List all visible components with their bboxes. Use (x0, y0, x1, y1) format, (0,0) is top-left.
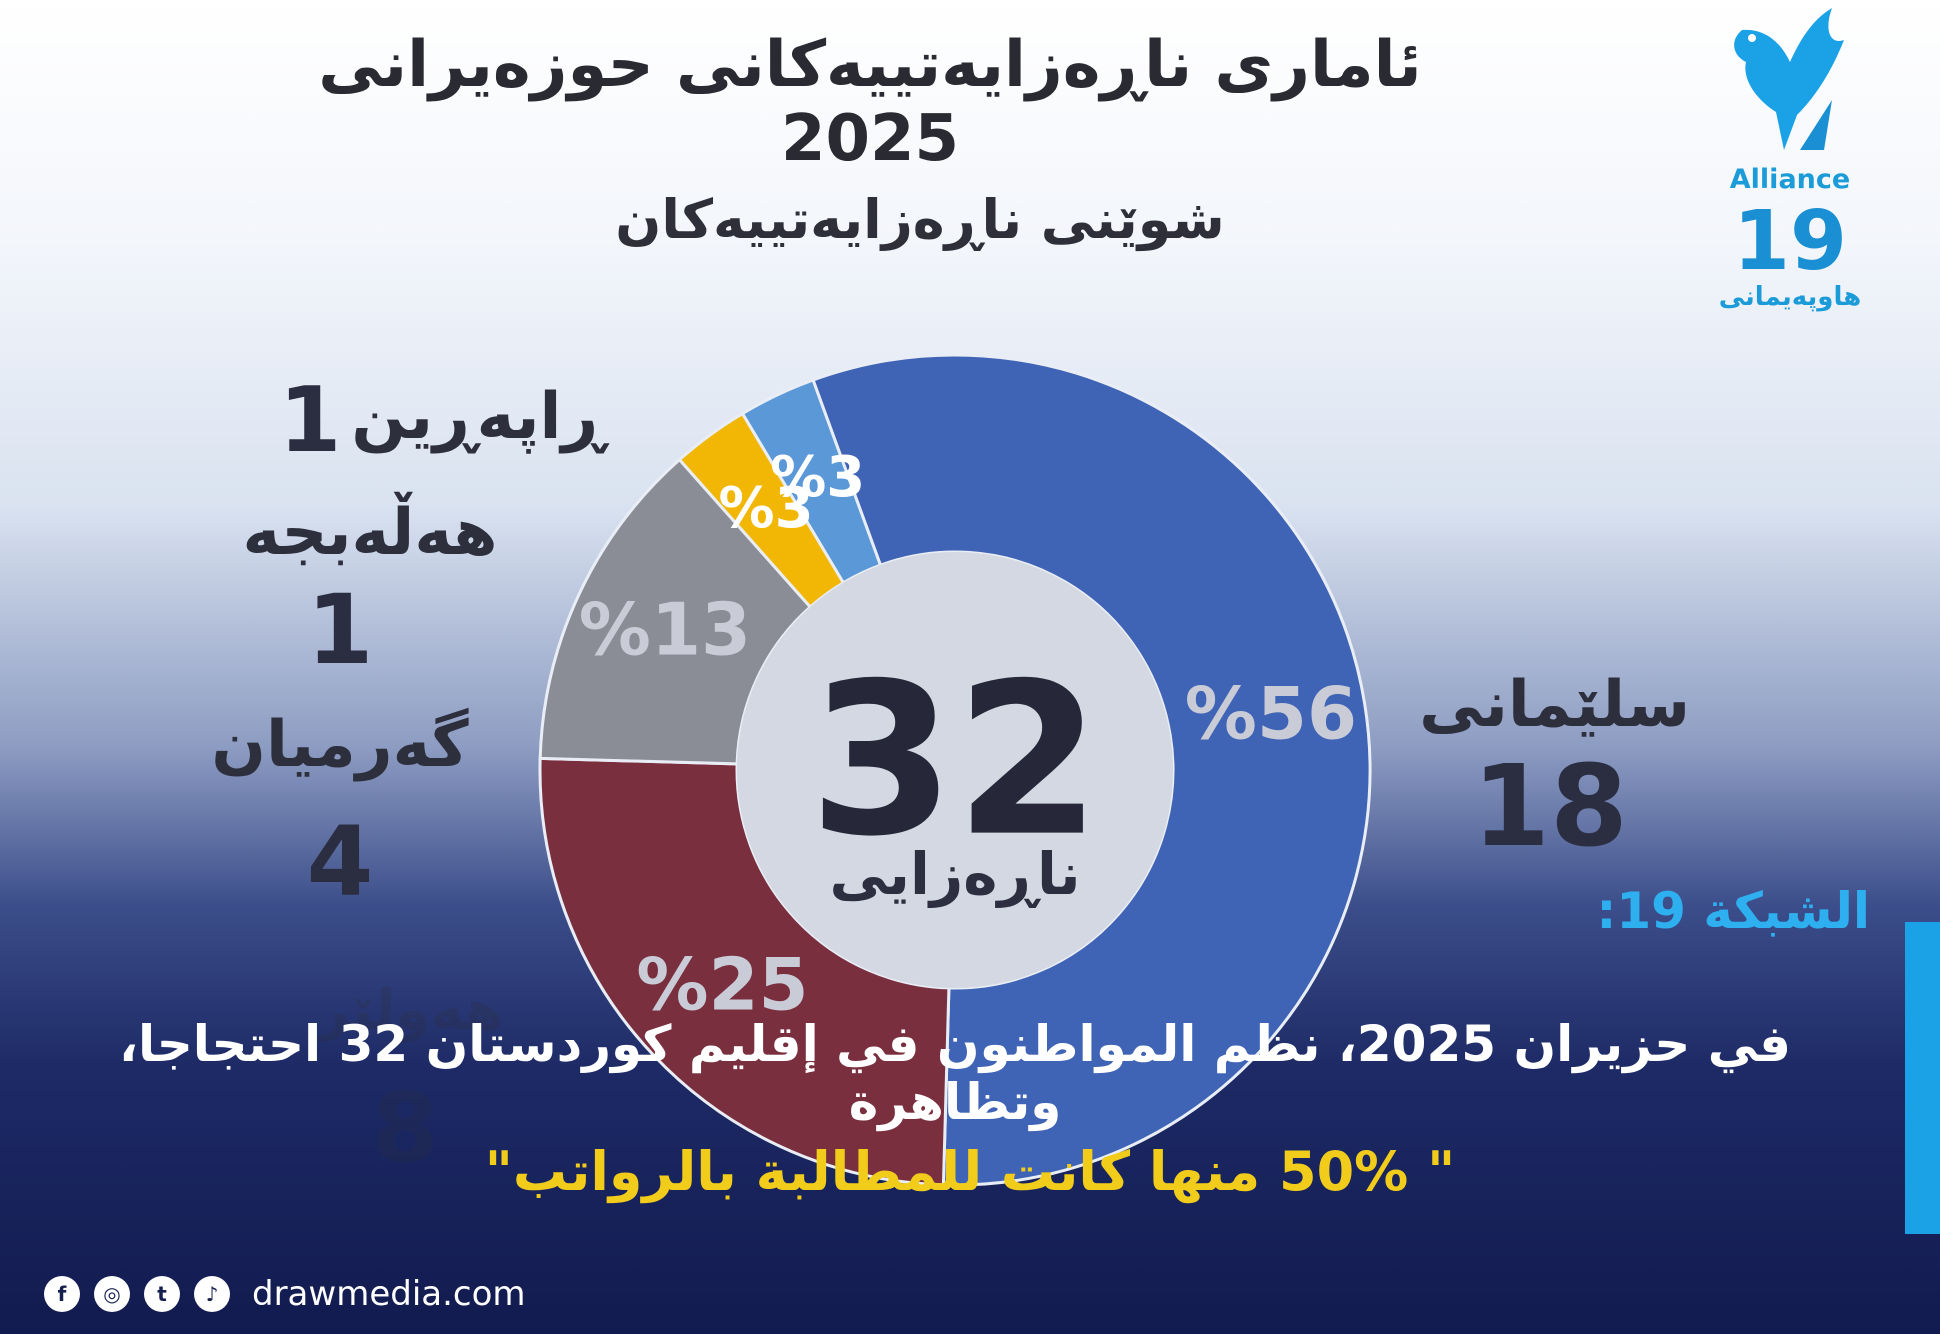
donut-chart: %56 %25 %13 %3%3 32 ناڕەزایی (538, 353, 1372, 1187)
city-label-garmiyan: گەرمیان (211, 708, 469, 782)
city-count-erbil: 8 (371, 1072, 439, 1184)
dove-logo-icon (1734, 8, 1844, 150)
city-count-sulaymaniyah: 18 (1472, 742, 1628, 872)
tiktok-icon[interactable]: ♪ (194, 1276, 230, 1312)
news-headline: في حزيران 2025، نظم المواطنون في إقليم ك… (118, 1015, 1792, 1131)
total-value: 32 (809, 638, 1101, 883)
slice-percent-erbil: %25 (636, 942, 808, 1026)
donut-center (737, 552, 1173, 988)
city-count-halabja: 1 (306, 574, 374, 686)
city-label-raparin: ڕاپەڕین (351, 380, 605, 454)
brand-name: Alliance (1729, 164, 1851, 195)
donut-slice-sulaymaniyah (811, 353, 1372, 1187)
accent-bar (1905, 922, 1940, 1234)
city-label-halabja: هەڵەبجە (242, 496, 498, 570)
city-label-erbil: هەولێر (316, 978, 504, 1043)
city-count-raparin: 1 (278, 368, 342, 473)
brand-subtitle: هاوپەیمانی (1718, 282, 1862, 312)
slice-percent-sulaymaniyah: %56 (1185, 671, 1357, 755)
website-link[interactable]: drawmedia.com (252, 1274, 526, 1314)
slice-percent-garmiyan: %13 (579, 587, 751, 671)
brand-number: 19 (1732, 194, 1848, 289)
twitter-icon[interactable]: t (144, 1276, 180, 1312)
total-label: ناڕەزایی (829, 840, 1080, 908)
facebook-icon[interactable]: f (44, 1276, 80, 1312)
instagram-icon[interactable]: ◎ (94, 1276, 130, 1312)
news-quote: " 50% منها كانت للمطالبة بالرواتب" (484, 1140, 1456, 1203)
chart-title: ئاماری ناڕەزایەتییەکانی حوزەیرانی 2025 (318, 28, 1422, 176)
chart-subtitle: شوێنی ناڕەزایەتییەکان (615, 188, 1225, 251)
slice-percent-halabja: %3 (718, 476, 813, 541)
news-source-label: الشبكة 19: (1596, 882, 1870, 940)
city-count-garmiyan: 4 (306, 806, 374, 918)
slice-percent-raparin: %3 (770, 445, 865, 510)
city-label-sulaymaniyah: سلێمانی (1419, 668, 1690, 742)
